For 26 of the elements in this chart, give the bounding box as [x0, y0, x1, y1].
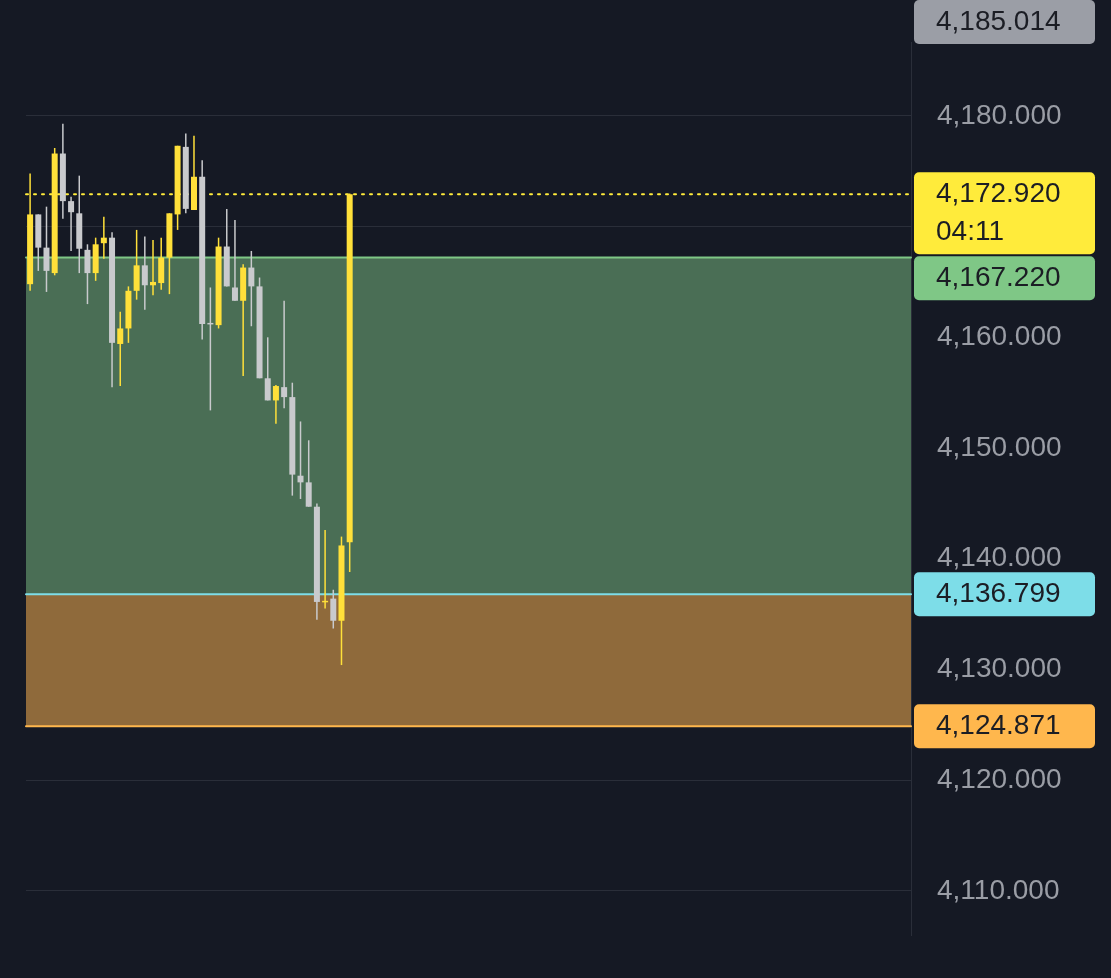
candlestick [297, 420, 304, 500]
y-tick-label: 4,120.000 [937, 762, 1062, 794]
ref-line-label: 4,124.871 [936, 708, 1061, 740]
ref-line-label: 4,136.799 [936, 576, 1061, 608]
y-tick-label: 4,130.000 [937, 652, 1062, 684]
candlestick [84, 243, 91, 305]
candlestick [100, 215, 107, 260]
candlestick [330, 589, 337, 630]
ref-line-label: 4,167.220 [936, 260, 1061, 292]
ref-line-label: 4,172.920 04:11 [936, 176, 1061, 246]
y-tick-label: 4,160.000 [937, 320, 1062, 352]
candlestick [231, 219, 238, 302]
y-tick-label: 4,140.000 [937, 541, 1062, 573]
y-tick-label: 4,180.000 [937, 98, 1062, 130]
candlestick [150, 239, 157, 296]
candlestick [264, 336, 271, 402]
candlestick [141, 235, 148, 311]
candlestick [68, 195, 75, 252]
candlestick [272, 384, 279, 425]
candlestick [43, 205, 50, 293]
y-tick-label: 4,150.000 [937, 430, 1062, 462]
candlestick [117, 311, 124, 387]
candlestick [281, 300, 288, 409]
candlestick [248, 250, 255, 327]
y-tick-label: 4,110.000 [937, 873, 1060, 905]
text: 4,185.014 [936, 4, 1061, 36]
